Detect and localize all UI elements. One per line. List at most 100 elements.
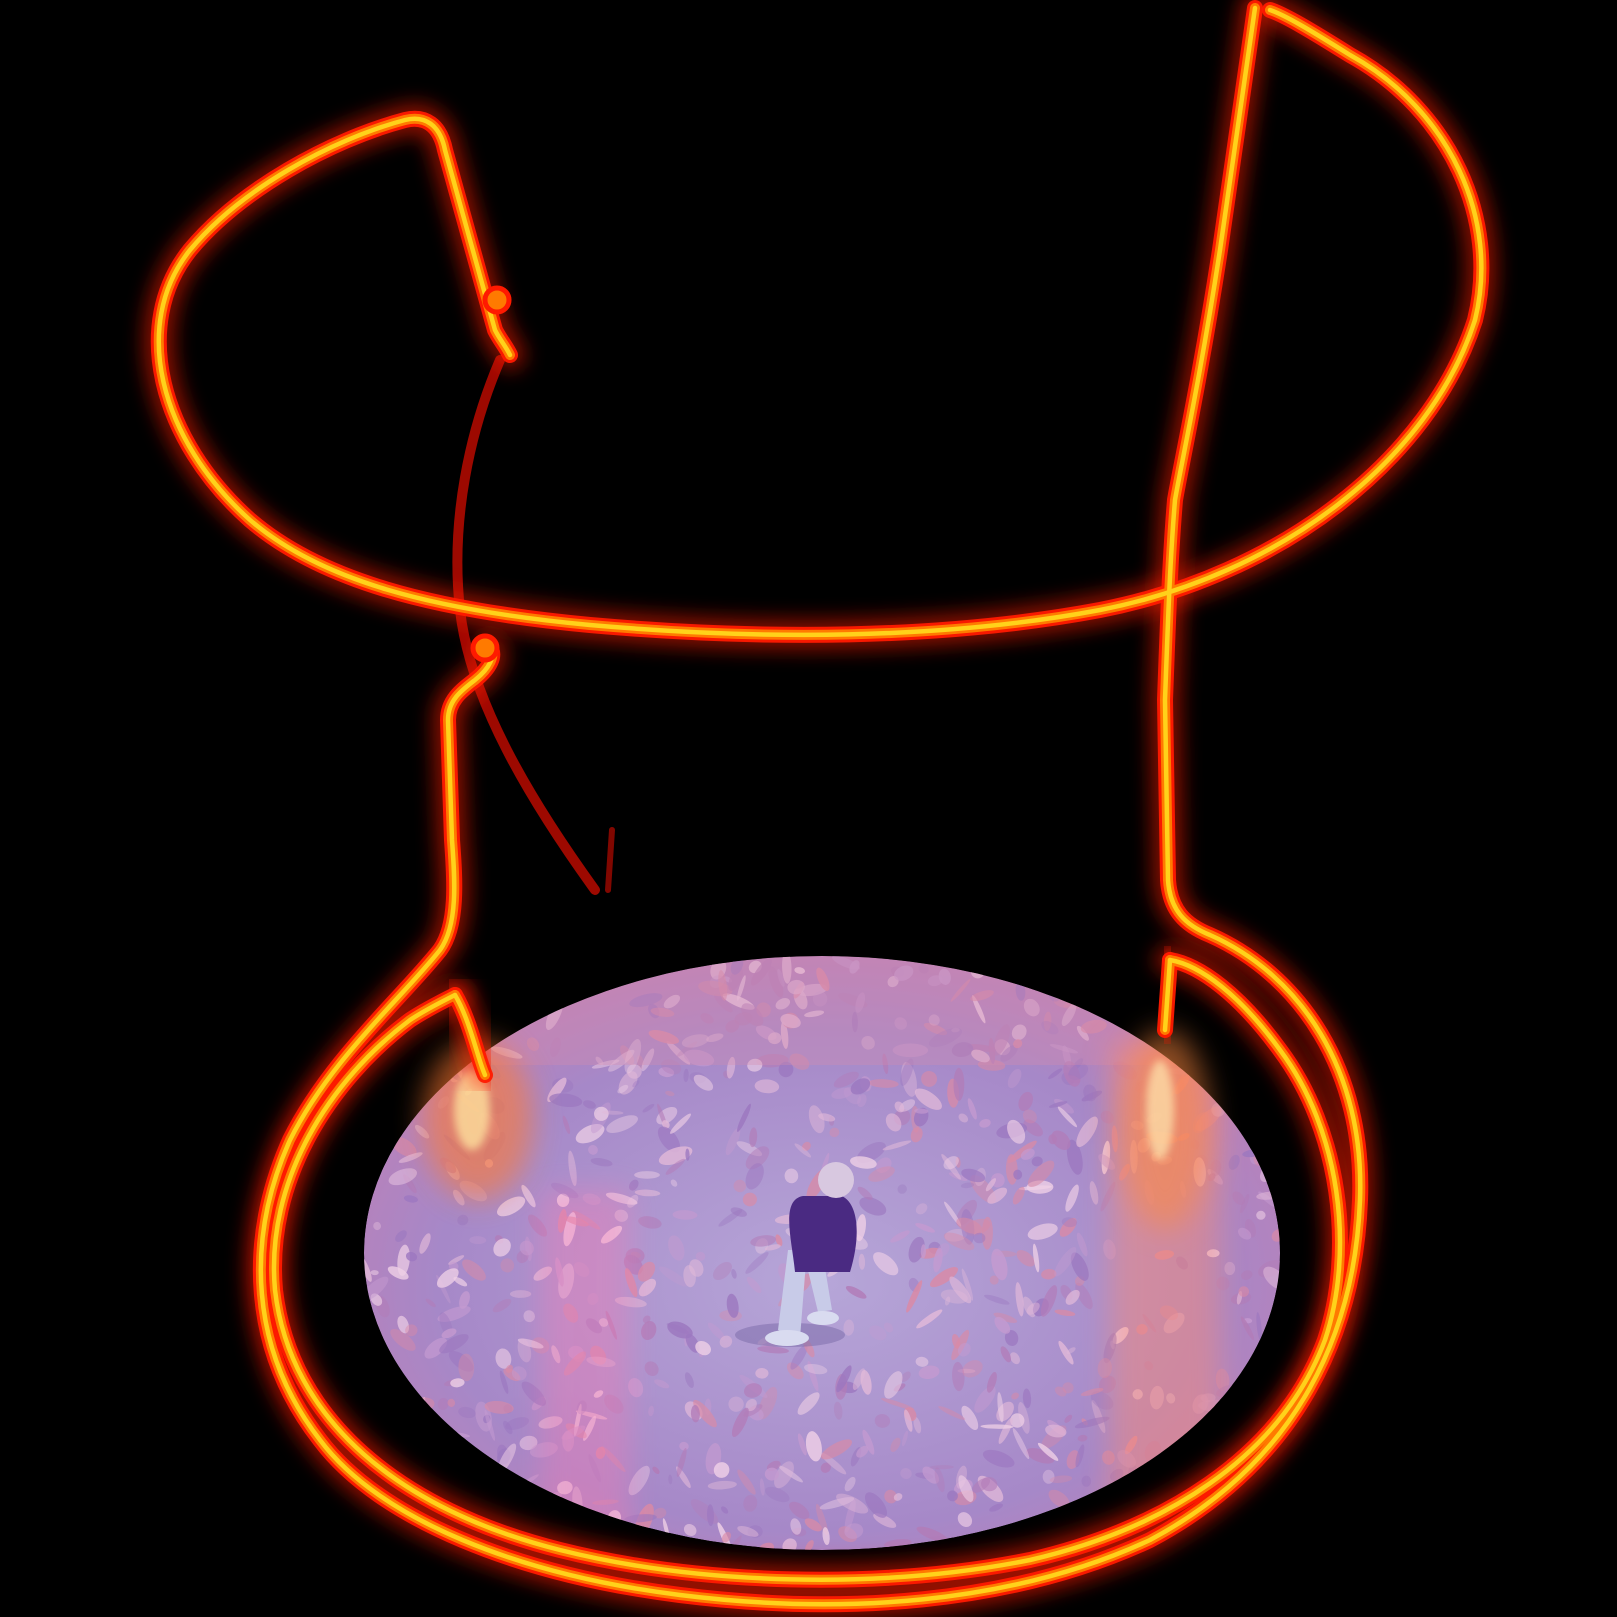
leaf — [731, 1269, 737, 1279]
leaf — [447, 1398, 456, 1407]
leaf — [971, 1049, 990, 1063]
neon-tube-sculpture — [143, 0, 1497, 1617]
leaf — [944, 1296, 951, 1306]
leaf — [693, 1074, 714, 1091]
leaf — [777, 968, 785, 987]
leaf — [981, 1216, 993, 1250]
leaf — [670, 1113, 691, 1134]
leaf — [851, 1011, 858, 1033]
leaf — [957, 1342, 971, 1357]
leaf — [526, 1037, 540, 1051]
leaf — [920, 1244, 927, 1259]
leaf — [757, 1346, 789, 1354]
leaf — [654, 1379, 670, 1389]
leaf — [1048, 1489, 1070, 1508]
leaf — [743, 1494, 758, 1512]
leaf — [801, 1141, 811, 1151]
leaf — [744, 1383, 762, 1398]
leaf — [629, 993, 663, 1008]
leaf — [923, 1022, 948, 1036]
leaf — [953, 1067, 965, 1101]
leaf — [1051, 1130, 1071, 1150]
leaf — [897, 1184, 907, 1194]
leaf — [859, 1197, 887, 1216]
leaf — [425, 1298, 436, 1308]
neon-right-spike-layer-3 — [1162, 957, 1173, 1033]
leaf — [950, 978, 971, 1002]
leaf — [395, 1230, 407, 1242]
leaf — [638, 1278, 657, 1297]
leaf — [706, 1033, 724, 1043]
leaf — [822, 1527, 830, 1546]
leaf — [928, 1027, 963, 1048]
leaf — [1040, 1285, 1058, 1317]
leaf — [892, 1043, 929, 1058]
leaf — [387, 1266, 409, 1280]
leaf — [1000, 1346, 1012, 1363]
leaf — [922, 1466, 940, 1484]
leaf — [624, 1039, 642, 1074]
leaf — [868, 1166, 895, 1182]
leaf — [972, 1477, 991, 1493]
leaf — [519, 1240, 534, 1256]
leaf — [894, 965, 914, 981]
leaf — [648, 1029, 679, 1045]
leaf — [890, 1437, 901, 1452]
leaf — [958, 1113, 969, 1123]
leaf — [707, 1480, 737, 1490]
leaf — [988, 1037, 996, 1064]
leaf — [836, 1493, 869, 1514]
leaf — [943, 1232, 975, 1251]
leaf — [980, 1424, 1014, 1429]
leaf — [956, 1217, 983, 1235]
leaf — [764, 1244, 781, 1251]
leaf — [728, 1396, 744, 1412]
leaf — [916, 1526, 949, 1543]
leaf — [500, 1258, 515, 1273]
leaf — [958, 1475, 974, 1502]
leaf — [1026, 1448, 1055, 1464]
leaf — [893, 1493, 903, 1501]
leaf — [1010, 1352, 1020, 1365]
leaf — [928, 1014, 940, 1026]
leaf — [601, 1110, 624, 1115]
leaf — [726, 1293, 739, 1318]
leaf — [1065, 1184, 1079, 1212]
leaf — [759, 1478, 765, 1496]
leaf — [900, 1371, 911, 1382]
leaf — [844, 1476, 856, 1492]
leaf — [900, 1058, 914, 1086]
leaf — [890, 1230, 910, 1243]
leaf — [1022, 1296, 1036, 1318]
leaf — [644, 1361, 659, 1377]
leaf — [883, 1322, 894, 1333]
leaf — [850, 1078, 871, 1095]
leaf — [816, 967, 830, 992]
leaf — [634, 1189, 661, 1197]
leaf — [1061, 1217, 1078, 1228]
leaf — [663, 994, 681, 1009]
leaf — [1026, 1302, 1040, 1315]
leaf — [424, 1337, 448, 1359]
leaf — [745, 1398, 757, 1412]
leaf — [632, 1080, 640, 1088]
leaf — [1013, 1039, 1023, 1049]
leaf — [794, 967, 806, 974]
leaf — [1240, 1316, 1255, 1341]
leaf — [972, 995, 986, 1024]
leaf — [1075, 1282, 1093, 1310]
leaf — [921, 1070, 938, 1087]
leaf — [1045, 1424, 1067, 1438]
leaf — [1059, 1217, 1077, 1237]
leaf — [756, 1053, 789, 1068]
leaf — [993, 1024, 1010, 1056]
leaf — [549, 1093, 583, 1108]
leaf — [868, 1079, 899, 1088]
leaf — [441, 1328, 457, 1339]
leaf — [1065, 1075, 1081, 1084]
leaf — [683, 1049, 715, 1067]
leaf — [787, 979, 805, 995]
leaf — [1076, 1232, 1088, 1257]
leaf — [1097, 1358, 1112, 1379]
leaf — [484, 1400, 514, 1414]
